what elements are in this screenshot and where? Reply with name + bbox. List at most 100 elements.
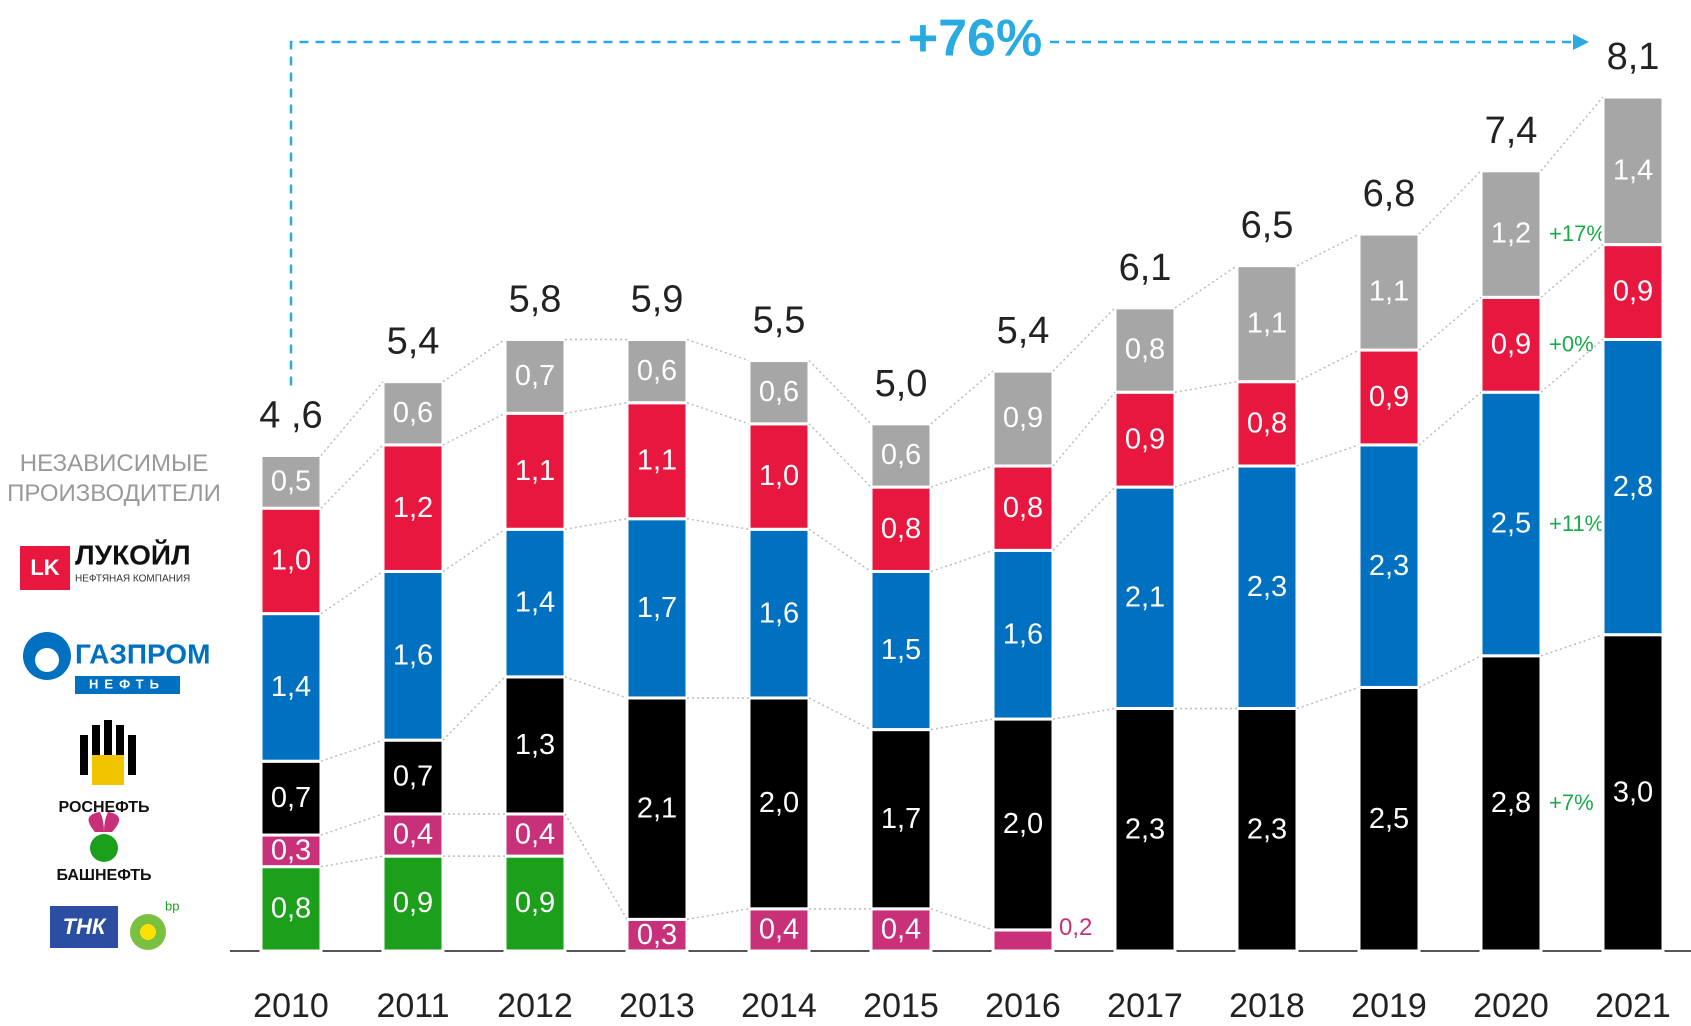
connector	[564, 813, 628, 920]
value-label: 0,6	[393, 397, 433, 429]
bar-segment	[1601, 243, 1665, 341]
total-label: 5,5	[753, 300, 806, 342]
bar-segment	[381, 443, 445, 573]
value-label: 2,5	[1369, 803, 1409, 835]
connector	[1174, 265, 1238, 309]
value-label: 0,7	[515, 360, 555, 392]
gazprom-logo-inner	[35, 648, 59, 672]
x-tick-label: 2012	[497, 987, 573, 1025]
connector	[1418, 655, 1482, 689]
value-label: 0,7	[393, 761, 433, 793]
connector	[442, 412, 506, 446]
growth-arrow	[289, 40, 1573, 386]
connector	[320, 444, 384, 509]
bar-segment	[625, 401, 689, 521]
bar-segment	[747, 359, 811, 426]
bar-segment	[1357, 348, 1421, 447]
connector	[442, 676, 506, 741]
total-label: 5,4	[387, 321, 440, 363]
value-label: 0,8	[1247, 407, 1287, 439]
bar-segment	[625, 696, 689, 921]
x-tick-label: 2019	[1351, 987, 1427, 1025]
value-label: 1,3	[515, 729, 555, 761]
bar-segment	[1235, 707, 1299, 953]
legend-sublabel: НЕФТЯНАЯ КОМПАНИЯ	[75, 574, 190, 585]
value-label: 0,6	[637, 355, 677, 387]
growth-label: +7%	[1549, 790, 1594, 815]
connector	[564, 676, 628, 699]
bar-segment	[503, 675, 567, 816]
rosneft-yellow	[92, 755, 124, 785]
connector	[564, 402, 628, 415]
value-label: 0,4	[759, 914, 799, 946]
value-label: 1,1	[637, 444, 677, 476]
value-label: 2,0	[759, 787, 799, 819]
value-label: 1,6	[393, 639, 433, 671]
bar-segment	[1601, 95, 1665, 247]
growth-label: +11%	[1549, 511, 1604, 536]
value-label: 0,4	[515, 819, 555, 851]
value-label: 0,9	[1369, 381, 1409, 413]
connector	[1296, 349, 1360, 383]
connector	[808, 528, 872, 573]
connector	[1052, 307, 1116, 372]
total-label: 5,4	[997, 310, 1050, 352]
value-label: 0,3	[271, 834, 311, 866]
value-label: 0,9	[393, 887, 433, 919]
bar-segment	[503, 812, 567, 858]
total-label: 6,5	[1241, 205, 1294, 247]
connector	[1296, 686, 1360, 710]
bar-segment	[747, 696, 811, 911]
bar-segment	[625, 517, 689, 700]
bar-segment	[991, 717, 1055, 932]
total-label: 6,1	[1119, 247, 1172, 289]
value-label: 0,6	[759, 376, 799, 408]
bar-segment	[1113, 485, 1177, 711]
total-label: 5,8	[509, 279, 562, 321]
legend-label: РОСНЕФТЬ	[58, 799, 149, 816]
connector	[686, 402, 750, 425]
legend-label: ГАЗПРОМ	[75, 638, 210, 669]
bar-segment	[991, 928, 1055, 953]
connector	[320, 739, 384, 762]
value-label: 1,5	[881, 634, 921, 666]
bar-segment	[259, 506, 323, 616]
growth-annotation: +76%	[908, 10, 1042, 68]
value-label: 1,1	[515, 455, 555, 487]
connector	[808, 423, 872, 488]
bar-segment	[259, 865, 323, 953]
bar-segment	[503, 854, 567, 953]
logos: LK	[20, 546, 180, 950]
value-label: 0,9	[1125, 423, 1165, 455]
connector	[1296, 233, 1360, 267]
bar-segment	[1113, 707, 1177, 953]
legend-label: НЕЗАВИСИМЫЕ ПРОИЗВОДИТЕЛИ	[7, 450, 221, 507]
value-label: 1,7	[637, 592, 677, 624]
value-label: 1,2	[1491, 218, 1531, 250]
value-label: 2,1	[637, 792, 677, 824]
bar-segment	[991, 369, 1055, 468]
value-label: 0,7	[271, 782, 311, 814]
value-label: 1,2	[393, 492, 433, 524]
connector	[930, 465, 994, 488]
value-label: 1,0	[271, 545, 311, 577]
value-label: 2,3	[1247, 813, 1287, 845]
total-label: 5,9	[631, 279, 684, 321]
x-tick-label: 2013	[619, 987, 695, 1025]
bar-segment	[381, 812, 445, 858]
connector	[686, 338, 750, 362]
value-label: 1,4	[1613, 154, 1653, 186]
value-label: 2,3	[1369, 550, 1409, 582]
x-tick-label: 2014	[741, 987, 817, 1025]
bp-logo-inner	[140, 924, 156, 940]
bar-segment	[381, 569, 445, 742]
value-label: 1,1	[1247, 307, 1287, 339]
bar-segment	[259, 759, 323, 837]
bar-segment	[1357, 443, 1421, 689]
bar-segment	[1113, 306, 1177, 394]
bar-segment	[1479, 295, 1543, 394]
connector	[320, 813, 384, 836]
value-label: 2,3	[1247, 571, 1287, 603]
connector	[1540, 96, 1604, 172]
connector	[1052, 486, 1116, 551]
